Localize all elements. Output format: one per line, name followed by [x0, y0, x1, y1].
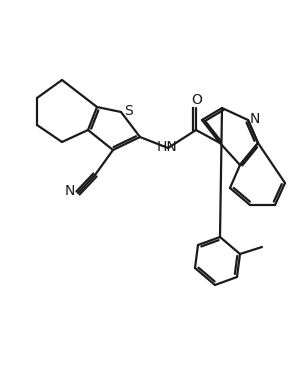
Text: O: O — [192, 93, 202, 107]
Text: N: N — [250, 112, 260, 126]
Text: N: N — [65, 184, 75, 198]
Text: HN: HN — [157, 140, 177, 154]
Text: S: S — [125, 104, 133, 118]
